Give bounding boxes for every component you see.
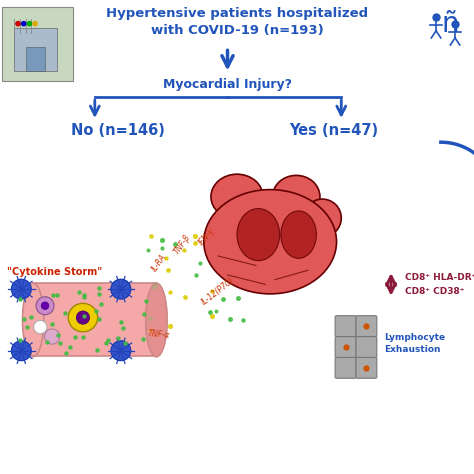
Text: IL-RA: IL-RA — [150, 253, 168, 273]
Text: TNF-α: TNF-α — [147, 329, 170, 339]
Ellipse shape — [36, 297, 54, 315]
Text: CD8⁺ CD38⁺: CD8⁺ CD38⁺ — [405, 287, 465, 296]
Ellipse shape — [45, 329, 60, 344]
Ellipse shape — [21, 21, 27, 27]
FancyBboxPatch shape — [356, 357, 377, 378]
Text: Yes (n=47): Yes (n=47) — [289, 123, 378, 138]
FancyBboxPatch shape — [356, 316, 377, 337]
Text: No (n=146): No (n=146) — [71, 123, 165, 138]
Ellipse shape — [11, 341, 31, 361]
Ellipse shape — [146, 283, 167, 357]
Ellipse shape — [111, 341, 131, 361]
Text: Lymphocyte
Exhaustion: Lymphocyte Exhaustion — [384, 333, 445, 354]
Ellipse shape — [211, 174, 263, 219]
Text: Hypertensive patients hospitalized
with COVID-19 (n=193): Hypertensive patients hospitalized with … — [106, 7, 368, 37]
Polygon shape — [33, 283, 156, 356]
Ellipse shape — [32, 21, 38, 27]
Ellipse shape — [34, 320, 47, 334]
Ellipse shape — [111, 279, 131, 299]
FancyBboxPatch shape — [2, 7, 73, 81]
FancyBboxPatch shape — [335, 337, 356, 357]
FancyBboxPatch shape — [335, 316, 356, 337]
Ellipse shape — [146, 283, 167, 357]
Ellipse shape — [204, 190, 337, 294]
Ellipse shape — [237, 209, 280, 261]
FancyBboxPatch shape — [356, 337, 377, 357]
Ellipse shape — [76, 311, 90, 324]
Text: IFN-γ: IFN-γ — [196, 227, 216, 247]
Ellipse shape — [23, 283, 44, 357]
Text: IL-12(P70): IL-12(P70) — [200, 276, 236, 307]
Ellipse shape — [11, 279, 31, 299]
Text: "Cytokine Storm": "Cytokine Storm" — [7, 267, 102, 277]
Text: ñ: ñ — [441, 9, 459, 38]
FancyBboxPatch shape — [335, 357, 356, 378]
Ellipse shape — [15, 21, 21, 27]
Ellipse shape — [273, 175, 320, 218]
Text: TNF-β: TNF-β — [173, 233, 192, 255]
Ellipse shape — [68, 303, 98, 332]
Ellipse shape — [27, 21, 32, 27]
FancyBboxPatch shape — [14, 28, 57, 71]
Ellipse shape — [281, 211, 316, 258]
Text: Myocardial Injury?: Myocardial Injury? — [163, 78, 292, 91]
Ellipse shape — [303, 199, 341, 237]
Text: CD8⁺ HLA-DR⁺: CD8⁺ HLA-DR⁺ — [405, 273, 474, 282]
FancyBboxPatch shape — [26, 47, 45, 71]
Ellipse shape — [41, 302, 49, 310]
